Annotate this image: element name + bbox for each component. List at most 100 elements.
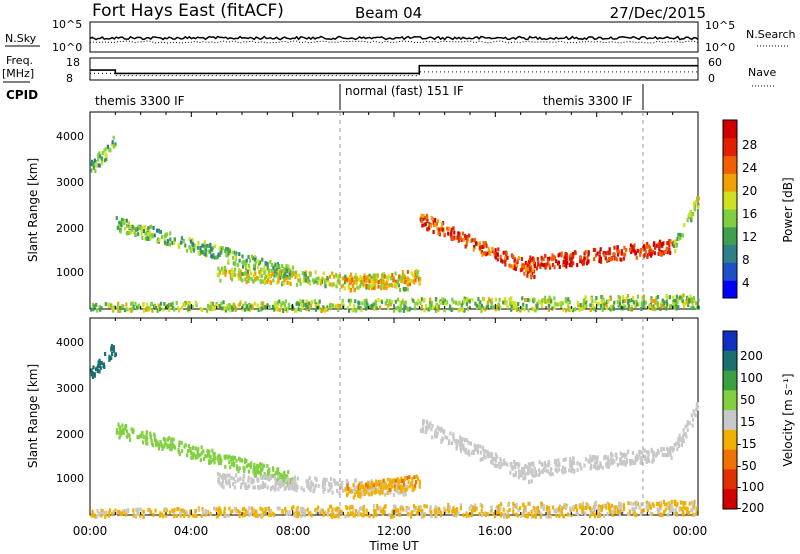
x-tick-2: 08:00 [276,524,311,538]
scatter-cell [404,304,407,309]
scatter-cell [689,210,692,215]
scatter-cell [209,511,212,516]
scatter-cell [496,304,499,309]
scatter-cell [534,308,537,313]
scatter-cell [139,226,142,230]
scatter-cell [386,477,389,482]
scatter-cell [584,300,587,305]
scatter-cell [137,232,140,237]
scatter-cell [265,305,268,310]
scatter-cell [676,236,679,241]
scatter-cell [572,308,575,313]
scatter-cell [463,448,467,453]
scatter-cell [638,452,641,457]
scatter-cell [145,306,148,311]
scatter-cell [234,272,237,277]
scatter-cell [254,465,258,470]
scatter-cell [429,421,432,426]
scatter-cell [221,481,224,486]
scatter-cell [161,512,164,517]
scatter-cell [297,278,300,283]
scatter-cell [222,300,225,305]
scatter-cell [644,249,647,254]
scatter-cell [164,240,167,245]
scatter-cell [284,307,287,312]
scatter-cell [293,513,296,518]
scatter-cell [427,307,430,312]
scatter-cell [583,463,586,468]
velocity-cbar-swatch [723,370,737,391]
scatter-cell [96,509,99,513]
scatter-cell [134,301,137,306]
scatter-cell [448,505,451,510]
scatter-cell [662,251,665,256]
scatter-cell [618,295,621,300]
scatter-cell [393,478,396,483]
scatter-cell [148,508,151,513]
scatter-cell [508,507,511,512]
scatter-cell [390,276,393,281]
scatter-cell [268,477,271,482]
scatter-cell [178,440,181,445]
scatter-cell [489,251,492,256]
scatter-cell [391,273,394,277]
scatter-cell [388,274,391,279]
scatter-cell [659,500,662,505]
scatter-cell [361,506,364,511]
scatter-cell [417,505,420,510]
scatter-cell [675,303,678,308]
scatter-cell [253,263,256,268]
scatter-cell [546,511,549,516]
scatter-cell [277,487,280,492]
scatter-cell [372,488,375,493]
scatter-cell [213,451,216,456]
scatter-cell [472,449,475,454]
scatter-cell [127,509,130,514]
scatter-cell [435,434,438,439]
scatter-cell [209,246,213,251]
scatter-cell [632,300,635,305]
scatter-cell [231,305,234,310]
scatter-cell [499,464,502,469]
scatter-cell [666,302,669,307]
scatter-cell [290,304,293,309]
scatter-cell [218,246,221,251]
scatter-cell [668,449,671,454]
scatter-cell [533,466,536,471]
scatter-cell [671,508,675,513]
scatter-cell [412,273,415,278]
scatter-cell [619,461,622,466]
scatter-cell [406,511,409,516]
scatter-cell [622,252,625,257]
x-tick-5: 20:00 [580,524,615,538]
scatter-cell [674,508,677,512]
scatter-cell [135,507,138,512]
scatter-cell [354,299,357,304]
scatter-cell [617,509,620,514]
scatter-cell [564,469,567,474]
scatter-cell [517,469,521,474]
scatter-cell [657,502,660,506]
scatter-cell [581,261,584,266]
scatter-cell [410,297,414,302]
scatter-cell [279,305,282,310]
scatter-cell [279,484,282,489]
scatter-cell [161,234,164,239]
scatter-cell [495,506,498,511]
scatter-cell [674,510,678,515]
scatter-cell [526,269,529,274]
scatter-cell [686,300,689,305]
scatter-cell [472,508,475,513]
scatter-cell [495,455,498,459]
scatter-cell [373,508,376,513]
scatter-cell [502,507,505,512]
scatter-cell [102,362,105,367]
scatter-cell [114,352,117,357]
power-cbar-tick-4: 4 [742,276,750,290]
scatter-cell [346,306,349,310]
scatter-cell [692,202,696,207]
scatter-cell [150,441,154,446]
scatter-cell [400,479,403,484]
scatter-cell [418,280,421,285]
scatter-cell [126,223,129,228]
